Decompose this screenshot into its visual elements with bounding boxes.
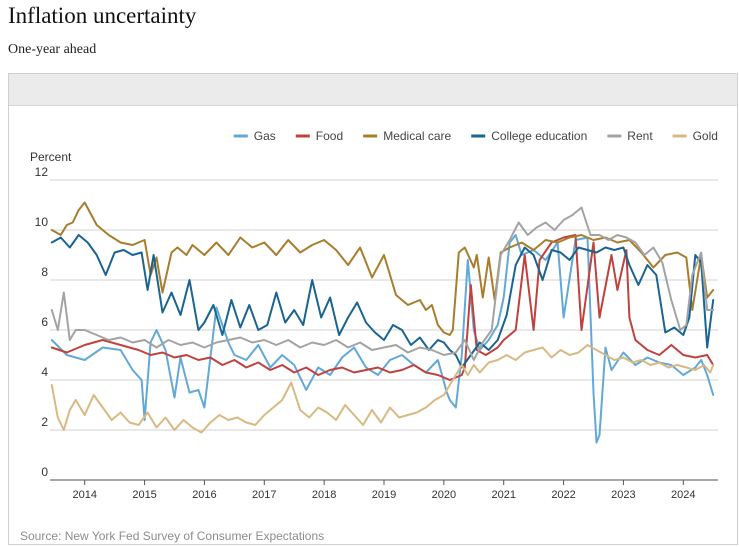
grid-lines	[50, 179, 718, 431]
x-tick-label: 2023	[611, 489, 635, 501]
chart-title: Inflation uncertainty	[8, 3, 197, 28]
series-line-gas	[50, 234, 715, 444]
x-tick-label: 2016	[192, 489, 216, 501]
y-tick-label: 12	[35, 165, 49, 179]
chart-legend: Gas Food Medical care College education Rent…	[233, 129, 718, 143]
x-tick-label: 2019	[372, 489, 396, 501]
axes: 0 2 4 6 8 10 12 2014 2015 2016 2017 2018 2019 2020 202…	[35, 165, 718, 501]
chart-panel	[8, 73, 738, 545]
x-tick-label: 2014	[72, 489, 96, 501]
x-tick-label: 2018	[312, 489, 336, 501]
x-tick-label: 2021	[491, 489, 515, 501]
x-tick-label: 2024	[671, 489, 695, 501]
y-tick-label: 10	[35, 215, 49, 229]
y-tick-label: 0	[41, 465, 48, 479]
legend-item-gold[interactable]: Gold	[672, 129, 718, 143]
legend-label: Gas	[254, 129, 276, 143]
y-tick-label: 2	[41, 415, 48, 429]
x-tick-label: 2017	[252, 489, 276, 501]
legend-label: College education	[491, 129, 587, 143]
source-note: Source: New York Fed Survey of Consumer …	[20, 529, 325, 543]
y-tick-label: 6	[41, 315, 48, 329]
series-line-rent	[50, 206, 715, 361]
x-tick-label: 2020	[432, 489, 456, 501]
y-tick-label: 8	[41, 265, 48, 279]
legend-label: Medical care	[383, 129, 451, 143]
legend-label: Gold	[693, 129, 718, 143]
x-tick-label: 2022	[551, 489, 575, 501]
legend-label: Rent	[627, 129, 653, 143]
y-axis-label: Percent	[30, 150, 72, 164]
series-line-food	[50, 234, 715, 381]
y-tick-label: 4	[41, 365, 48, 379]
chart-toolbar	[9, 74, 737, 106]
series-group	[50, 201, 715, 444]
legend-item-medical-care[interactable]: Medical care	[363, 129, 452, 143]
legend-item-gas[interactable]: Gas	[233, 129, 276, 143]
legend-item-rent[interactable]: Rent	[607, 129, 653, 143]
chart-subtitle: One-year ahead	[8, 42, 97, 57]
legend-item-food[interactable]: Food	[295, 129, 343, 143]
series-line-college-education	[50, 234, 715, 369]
series-line-gold	[50, 344, 715, 434]
legend-item-college-education[interactable]: College education	[471, 129, 587, 143]
legend-label: Food	[316, 129, 343, 143]
x-tick-label: 2015	[132, 489, 156, 501]
